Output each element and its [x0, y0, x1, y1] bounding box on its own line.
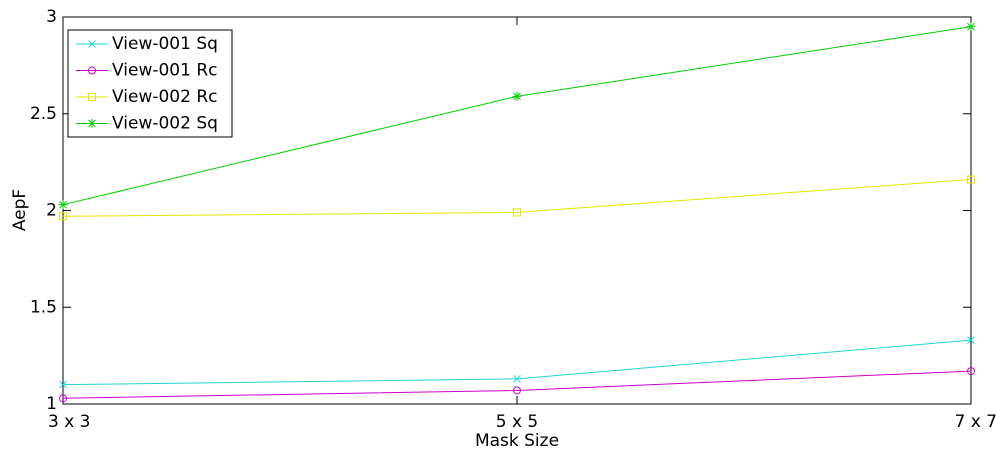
- marker: [967, 367, 975, 376]
- legend-label: View-001 Sq: [112, 34, 218, 54]
- marker: [59, 380, 67, 389]
- marker: [88, 66, 96, 75]
- legend-label: View-002 Sq: [112, 114, 218, 134]
- marker: [88, 40, 96, 48]
- marker: [967, 336, 975, 344]
- x-tick-label: 7 x 7: [955, 412, 997, 432]
- y-tick-label: 2.5: [30, 104, 57, 124]
- marker-circle: [967, 367, 975, 376]
- x-axis-label: Mask Size: [475, 431, 559, 451]
- marker-circle: [88, 66, 96, 75]
- marker-square: [513, 208, 521, 217]
- marker: [87, 119, 97, 128]
- marker-circle: [59, 394, 67, 403]
- marker: [88, 93, 96, 101]
- marker-square: [967, 175, 975, 184]
- marker: [58, 200, 68, 210]
- y-tick-label: 2: [46, 201, 57, 221]
- marker-square: [59, 212, 67, 221]
- marker-stroke: [513, 374, 521, 383]
- y-tick-label: 1.5: [30, 297, 57, 317]
- marker-stroke: [88, 40, 96, 48]
- marker-square: [88, 93, 96, 101]
- x-tick-label: 3 x 3: [48, 412, 91, 432]
- marker: [513, 208, 521, 217]
- legend-label: View-001 Rc: [112, 61, 218, 81]
- marker: [512, 91, 522, 101]
- y-tick-label: 3: [46, 7, 57, 27]
- legend-box: [67, 29, 233, 138]
- x-tick-label: 5 x 5: [496, 412, 539, 432]
- series-line: [62, 179, 972, 217]
- marker: [59, 212, 67, 221]
- y-tick-label: 1: [46, 394, 57, 414]
- marker: [967, 175, 975, 184]
- marker: [513, 374, 521, 383]
- y-axis-label: AepF: [10, 189, 30, 231]
- marker: [966, 22, 976, 32]
- marker: [513, 386, 521, 395]
- marker-circle: [513, 386, 521, 395]
- series-line: [62, 370, 972, 399]
- legend-label: View-002 Rc: [112, 87, 218, 107]
- marker-stroke: [59, 380, 67, 389]
- marker: [59, 394, 67, 403]
- marker-stroke: [967, 336, 975, 344]
